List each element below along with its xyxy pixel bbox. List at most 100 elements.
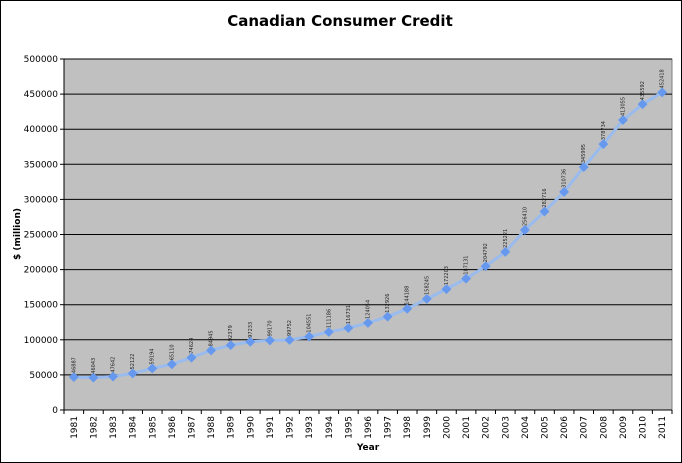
y-axis-ticks: 0 50000 100000 150000 200000 250000 300000 3500… [24,55,64,416]
data-point [382,311,393,322]
data-label: 99752 [287,320,293,336]
data-label: 282716 [542,188,548,207]
x-axis-title: Year [356,443,380,453]
data-label: 310736 [562,169,568,188]
x-tick-label: 2005 [541,416,551,439]
x-tick-label: 1990 [246,416,256,439]
data-point [206,345,217,356]
data-label: 132926 [385,294,391,313]
data-label: 204792 [483,243,489,262]
x-tick-label: 1988 [207,416,217,439]
y-tick-label: 400000 [24,125,59,135]
data-point [421,293,432,304]
data-point [186,352,197,363]
x-tick-label: 1998 [403,416,413,439]
x-tick-label: 1981 [70,416,80,439]
y-tick-label: 500000 [24,55,59,65]
data-label: 187131 [464,256,470,275]
data-point [264,335,275,346]
x-tick-label: 1992 [286,416,296,439]
data-point [402,303,413,314]
x-tick-label: 2001 [462,416,472,439]
data-point [127,368,138,379]
x-tick-label: 1983 [109,416,119,439]
data-label: 104551 [307,314,313,333]
data-label: 46887 [71,357,77,373]
data-point [657,87,668,98]
x-tick-label: 1995 [344,416,354,439]
data-point [323,326,334,337]
x-tick-label: 1993 [305,416,315,439]
x-tick-label: 2007 [580,416,590,439]
data-label: 59194 [150,349,156,365]
data-label: 378734 [601,121,607,140]
chart-title: Canadian Consumer Credit [227,12,452,30]
data-point [304,331,315,342]
x-tick-label: 1987 [187,416,197,439]
x-tick-label: 2003 [501,416,511,439]
data-point [363,317,373,328]
data-label: 92379 [228,325,234,341]
x-tick-label: 1984 [129,416,139,439]
data-label: 116731 [346,305,352,324]
data-point [539,206,550,217]
data-point [461,273,472,284]
data-label: 46043 [91,358,97,374]
x-tick-label: 2011 [658,416,668,439]
data-label: 111186 [326,309,332,328]
y-tick-label: 200000 [24,266,59,276]
x-tick-label: 2004 [521,416,531,439]
data-point [147,363,158,374]
data-point [637,99,648,110]
series-layer [68,87,668,383]
y-tick-label: 100000 [24,336,59,346]
data-point [284,335,295,345]
data-label: 413055 [620,97,626,116]
data-label: 97233 [248,322,254,338]
data-labels: 46887 46043 47642 52122 59194 65110 74624 84945… [71,69,665,373]
data-point [559,186,570,197]
y-tick-label: 150000 [24,301,59,311]
data-point [225,340,236,351]
x-tick-label: 1991 [266,416,276,439]
data-label: 65110 [169,344,175,360]
x-tick-label: 1996 [364,416,374,439]
data-label: 452418 [660,69,666,88]
data-label: 256410 [522,207,528,226]
data-point [245,336,256,347]
x-tick-label: 1999 [423,416,433,439]
data-label: 435592 [640,81,646,100]
x-tick-label: 2002 [482,416,492,439]
y-tick-label: 350000 [24,160,59,170]
x-tick-label: 1997 [384,416,394,439]
x-axis-ticks: 1981 1982 1983 1984 1985 1986 1987 1988 1989 1990… [63,59,673,439]
data-label: 345995 [581,144,587,163]
y-axis-title: $ (million) [13,208,23,260]
x-tick-label: 2009 [619,416,629,439]
data-point [166,359,177,370]
y-tick-label: 0 [52,406,58,416]
x-tick-label: 1989 [227,416,237,439]
x-tick-label: 2000 [442,416,452,439]
data-label: 172203 [444,266,450,285]
x-tick-label: 1994 [325,416,335,439]
gridlines [64,58,672,376]
data-label: 84945 [209,330,215,346]
data-label: 225221 [503,229,509,248]
y-tick-label: 300000 [24,195,59,205]
x-tick-label: 2008 [599,416,609,439]
data-point [578,162,589,173]
data-point [598,139,609,150]
y-tick-label: 50000 [29,371,58,381]
data-point [500,246,511,257]
data-point [441,284,452,295]
data-point [618,115,628,125]
x-tick-label: 1986 [168,416,178,439]
data-point [480,261,491,272]
data-label: 52122 [130,354,136,370]
y-tick-label: 450000 [24,90,59,100]
x-tick-label: 2006 [560,416,570,439]
y-tick-label: 250000 [24,231,59,241]
data-label: 124054 [366,300,372,319]
x-tick-label: 1985 [148,416,158,439]
